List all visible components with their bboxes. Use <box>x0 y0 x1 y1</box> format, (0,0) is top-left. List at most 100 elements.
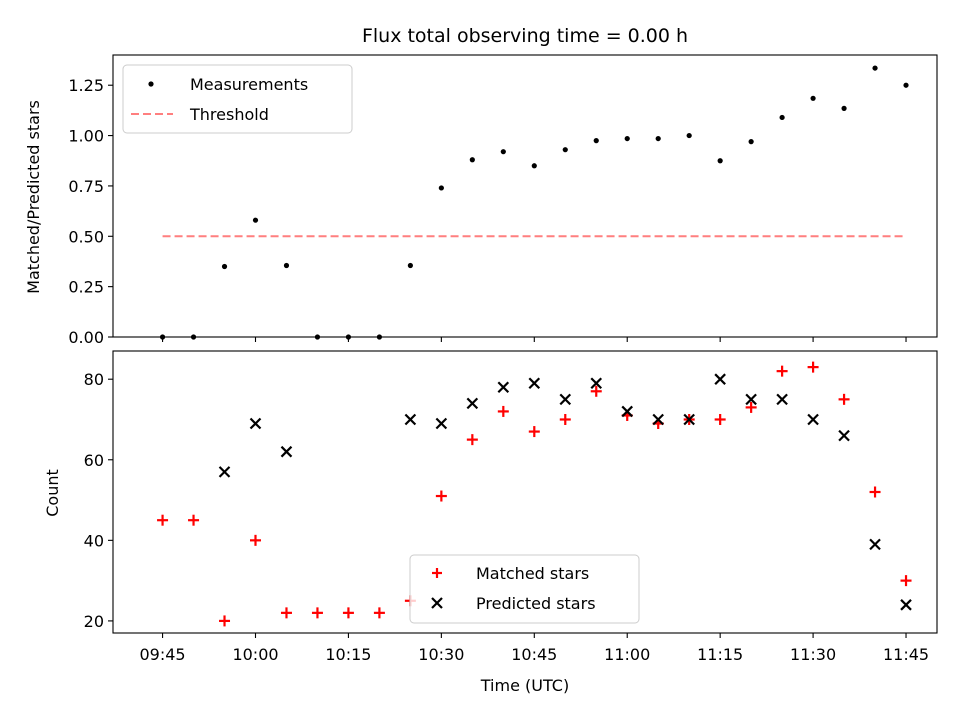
measurement-point <box>748 139 754 145</box>
predicted-star-point <box>466 397 479 410</box>
bottom-y-tick-label: 40 <box>84 531 104 550</box>
measurement-point <box>190 334 197 340</box>
predicted-star-point <box>652 413 664 426</box>
bottom-y-axis-label: Count <box>43 469 62 517</box>
matched-star-point <box>249 534 261 546</box>
predicted-star-point <box>435 417 448 430</box>
matched-star-point <box>838 393 850 405</box>
matched-star-point <box>219 615 231 627</box>
top-axes-frame <box>112 54 938 338</box>
bottom-x-tick-label: 11:15 <box>697 645 743 664</box>
top-y-tick-label: 0.50 <box>68 227 104 246</box>
predicted-star-point <box>621 405 634 418</box>
matched-star-point <box>435 490 447 502</box>
matched-star-point <box>497 405 509 417</box>
predicted-star-point <box>528 377 541 390</box>
measurement-point <box>593 138 599 144</box>
bottom-x-tick-label: 10:00 <box>232 645 278 664</box>
predicted-star-point <box>249 417 262 430</box>
matched-star-point <box>559 413 571 425</box>
measurement-point <box>531 163 537 169</box>
bottom-legend-box <box>409 554 640 624</box>
measurement-point <box>221 263 228 270</box>
measurement-point <box>469 157 475 163</box>
predicted-star-point <box>714 373 726 385</box>
top-y-tick-label: 0.25 <box>68 278 104 297</box>
top-y-tick-label: 0.00 <box>68 328 104 347</box>
measurement-point <box>655 135 661 142</box>
bottom-x-tick-label: 11:30 <box>790 645 836 664</box>
top-y-tick-label: 0.75 <box>68 177 104 196</box>
bottom-x-tick-label: 10:15 <box>325 645 371 664</box>
predicted-star-point <box>900 599 912 611</box>
measurement-point <box>717 158 723 164</box>
matched-star-point <box>900 575 912 587</box>
predicted-star-point <box>838 429 850 442</box>
measurement-point <box>345 334 352 340</box>
measurement-point <box>252 217 259 223</box>
top-y-tick-label: 1.25 <box>68 76 104 95</box>
predicted-star-point <box>807 413 819 426</box>
measurement-point <box>903 82 909 88</box>
matched-star-point <box>714 413 726 425</box>
predicted-star-point <box>590 377 603 390</box>
measurement-point <box>779 114 785 121</box>
top-y-axis-label: Matched/Predicted stars <box>24 100 43 294</box>
matched-star-point <box>745 401 757 413</box>
predicted-star-point <box>776 393 788 406</box>
predicted-star-point <box>869 538 881 551</box>
matched-star-point <box>157 514 169 526</box>
measurement-point <box>407 262 413 269</box>
matched-star-point <box>807 361 819 373</box>
matched-star-point <box>466 434 478 446</box>
predicted-star-point <box>404 413 417 426</box>
measurement-point <box>841 105 847 111</box>
predicted-star-point <box>497 381 510 394</box>
top-chart-title: Flux total observing time = 0.00 h <box>362 25 688 47</box>
top-legend-box <box>122 64 353 134</box>
measurement-point <box>283 262 290 269</box>
matched-star-point <box>188 514 200 526</box>
measurement-point <box>376 334 383 340</box>
measurement-point <box>686 132 692 139</box>
legend-matched-marker <box>432 568 442 578</box>
x-axis-label: Time (UTC) <box>480 676 569 695</box>
legend-predicted-label: Predicted stars <box>476 594 596 613</box>
top-y-tick-label: 1.00 <box>68 127 104 146</box>
bottom-x-tick-label: 10:45 <box>511 645 557 664</box>
predicted-star-point <box>683 413 695 426</box>
matched-star-point <box>280 607 292 619</box>
predicted-star-point <box>745 393 757 406</box>
measurement-point <box>562 147 568 153</box>
matched-star-point <box>373 607 385 619</box>
matched-star-point <box>869 486 881 498</box>
bottom-x-tick-label: 09:45 <box>140 645 186 664</box>
matched-star-point <box>590 385 602 397</box>
bottom-axes-frame <box>112 350 938 634</box>
predicted-star-point <box>280 445 293 458</box>
measurement-point <box>500 149 506 155</box>
bottom-y-tick-label: 80 <box>84 370 104 389</box>
bottom-plot-area: 20 40 60 80 09:45 10:00 10:15 10:30 10:45 11:00 11… <box>84 350 938 664</box>
legend-measurements-marker <box>148 81 154 87</box>
legend-matched-label: Matched stars <box>476 564 589 583</box>
measurement-point <box>159 334 166 340</box>
legend-threshold-label: Threshold <box>189 105 269 124</box>
measurement-point <box>314 334 321 340</box>
predicted-star-point <box>559 393 572 406</box>
matched-star-point <box>528 426 540 438</box>
matched-star-point <box>311 607 323 619</box>
bottom-x-tick-label: 10:30 <box>418 645 464 664</box>
predicted-star-point <box>218 466 231 478</box>
measurement-point <box>624 135 630 142</box>
bottom-y-tick-label: 60 <box>84 451 104 470</box>
measurement-point <box>810 95 816 101</box>
top-plot-area: 0.00 0.25 0.50 0.75 1.00 1.25 <box>68 54 938 347</box>
bottom-x-tick-label: 11:00 <box>604 645 650 664</box>
matched-star-point <box>342 607 354 619</box>
top-legend: Measurements Threshold <box>122 64 353 134</box>
bottom-x-tick-label: 11:45 <box>883 645 929 664</box>
matched-star-point <box>776 365 788 377</box>
bottom-y-tick-label: 20 <box>84 612 104 631</box>
